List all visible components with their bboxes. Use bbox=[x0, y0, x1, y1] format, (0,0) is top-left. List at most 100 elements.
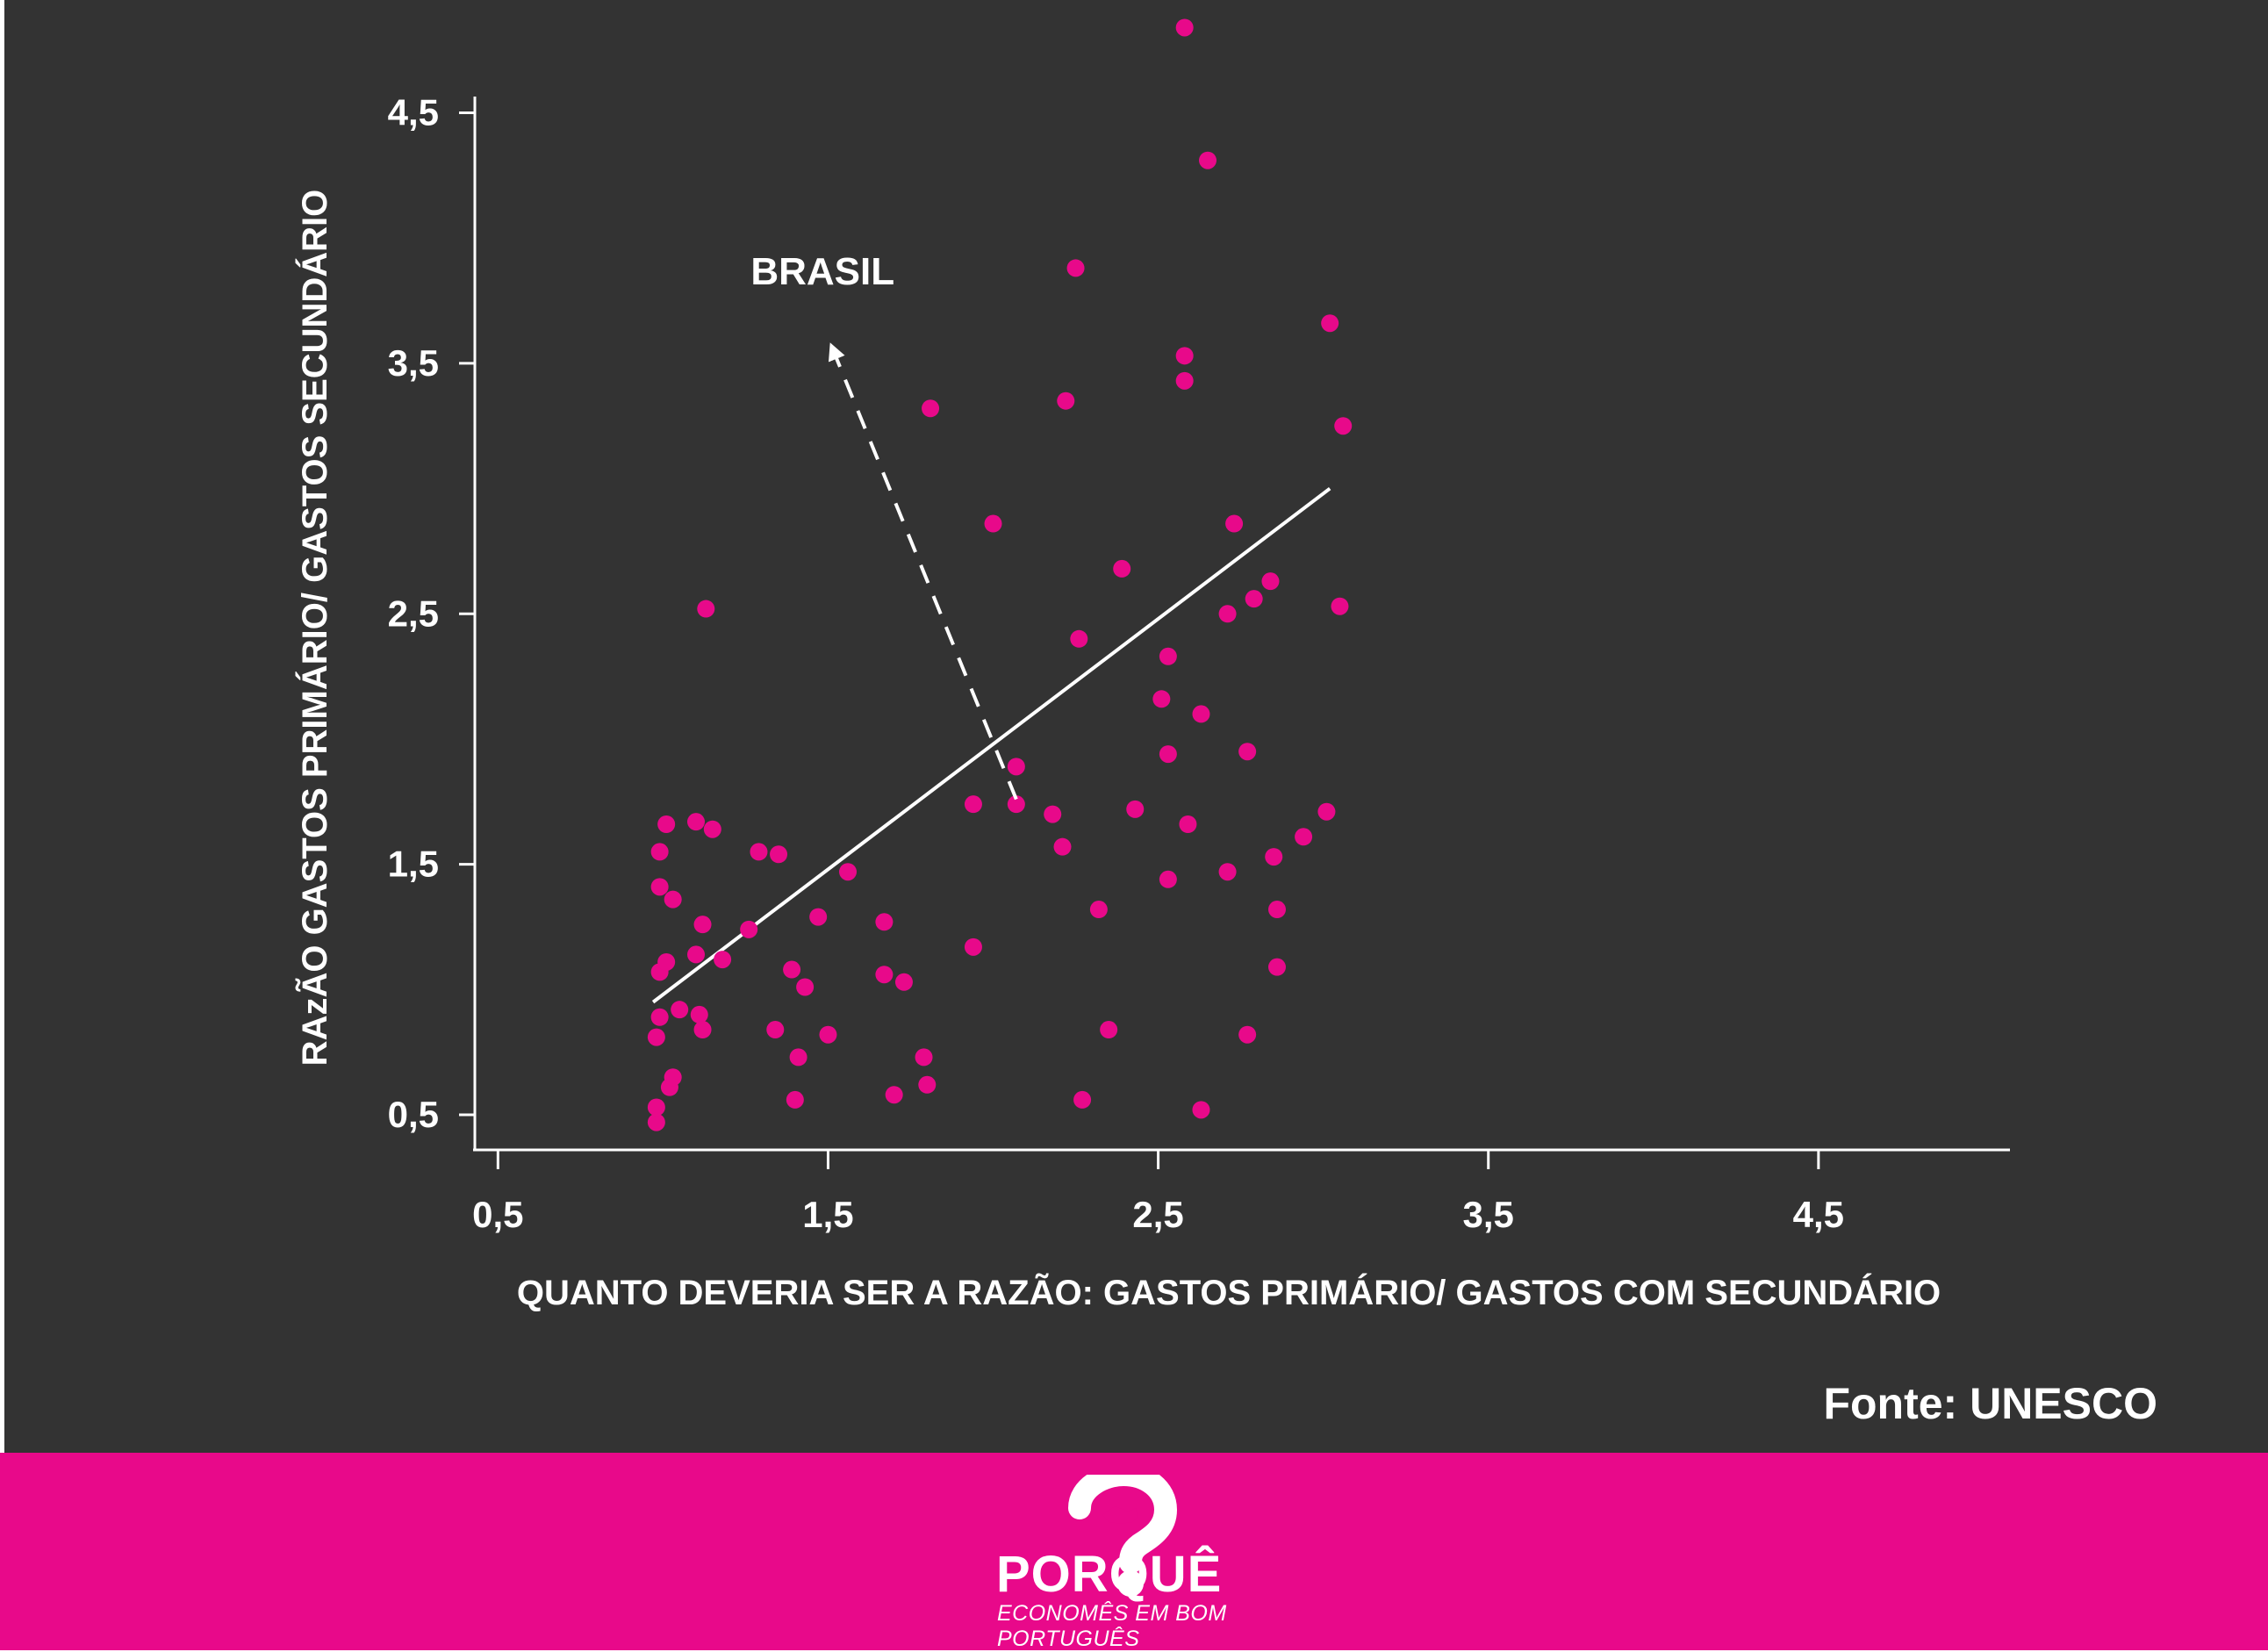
data-point bbox=[1007, 758, 1025, 776]
data-point bbox=[1295, 828, 1313, 846]
data-point bbox=[786, 1090, 804, 1109]
annotation-label: BRASIL bbox=[750, 250, 894, 293]
axes bbox=[473, 97, 2010, 1152]
data-point bbox=[922, 399, 940, 418]
data-point bbox=[1070, 629, 1088, 648]
data-point bbox=[789, 1048, 807, 1067]
question-mark-icon bbox=[1068, 1475, 1178, 1597]
data-point bbox=[809, 908, 828, 926]
data-point bbox=[1321, 314, 1339, 333]
data-point bbox=[650, 878, 669, 896]
x-ticks: 0,5 1,5 2,5 3,5 4,5 bbox=[472, 1150, 1844, 1235]
data-point bbox=[1267, 958, 1286, 976]
data-points bbox=[647, 18, 1353, 1131]
data-point bbox=[1113, 559, 1131, 578]
data-point bbox=[918, 1075, 937, 1094]
data-point bbox=[697, 600, 715, 618]
data-point bbox=[750, 843, 768, 861]
chart-panel bbox=[4, 0, 2268, 1453]
data-point bbox=[690, 1005, 708, 1024]
data-point bbox=[984, 514, 1002, 533]
data-point bbox=[657, 952, 676, 971]
data-point bbox=[647, 1113, 665, 1131]
data-point bbox=[1245, 590, 1263, 608]
data-point bbox=[693, 916, 712, 934]
data-point bbox=[1267, 901, 1286, 919]
data-point bbox=[1152, 690, 1171, 708]
data-point bbox=[1175, 371, 1194, 390]
data-point bbox=[1057, 391, 1075, 410]
y-ticks: 0,5 1,5 2,5 3,5 4,5 bbox=[388, 91, 475, 1135]
data-point bbox=[1100, 1021, 1118, 1039]
data-point bbox=[740, 920, 758, 938]
x-tick-label: 1,5 bbox=[802, 1194, 853, 1235]
data-point bbox=[1179, 815, 1197, 833]
data-point bbox=[1225, 514, 1244, 533]
x-tick-label: 0,5 bbox=[472, 1194, 523, 1235]
data-point bbox=[839, 863, 858, 881]
data-point bbox=[687, 813, 706, 831]
x-axis-label: QUANTO DEVERIA SER A RAZÃO: GASTOS PRIMÁ… bbox=[517, 1272, 1941, 1312]
data-point bbox=[1073, 1090, 1092, 1109]
scatter-chart: 0,5 1,5 2,5 3,5 4,5 0,5 1,5 2,5 3,5 4,5 BRASIL Q… bbox=[294, 18, 2010, 1312]
data-point bbox=[964, 937, 982, 956]
x-tick-label: 2,5 bbox=[1132, 1194, 1183, 1235]
data-point bbox=[796, 978, 815, 996]
x-tick-label: 3,5 bbox=[1463, 1194, 1514, 1235]
data-point bbox=[1317, 802, 1336, 821]
data-point bbox=[664, 890, 682, 909]
y-tick-label: 1,5 bbox=[388, 844, 439, 885]
data-point bbox=[915, 1048, 933, 1067]
data-point bbox=[1331, 597, 1349, 615]
y-tick-label: 0,5 bbox=[388, 1094, 439, 1135]
brand-logo: PORQUÊ ECONOMÊS EM BOM PORTUGUÊS bbox=[992, 1475, 1290, 1651]
data-point bbox=[693, 1021, 712, 1039]
logo-tagline: ECONOMÊS EM BOM PORTUGUÊS bbox=[997, 1601, 1227, 1651]
data-point bbox=[1053, 837, 1072, 856]
data-point bbox=[647, 1028, 665, 1046]
data-point bbox=[1238, 1025, 1257, 1044]
annotation-arrow bbox=[829, 342, 1018, 801]
data-point bbox=[1175, 347, 1194, 365]
trendline bbox=[651, 486, 1331, 1004]
data-point bbox=[1159, 870, 1177, 888]
data-point bbox=[1066, 259, 1085, 277]
y-tick-label: 4,5 bbox=[388, 91, 439, 133]
data-point bbox=[1159, 745, 1177, 764]
data-point bbox=[703, 820, 721, 838]
x-tick-label: 4,5 bbox=[1793, 1194, 1844, 1235]
data-point bbox=[714, 951, 732, 969]
data-point bbox=[1265, 848, 1283, 866]
data-point bbox=[1126, 800, 1145, 818]
data-point bbox=[1192, 1101, 1210, 1119]
data-point bbox=[664, 1068, 682, 1087]
data-point bbox=[1218, 605, 1237, 623]
data-point bbox=[647, 1098, 665, 1117]
y-axis-label: RAzÃO GASTOS PRIMÁRIO/ GASTOS SECUNDÁRIO bbox=[294, 190, 334, 1067]
data-point bbox=[875, 966, 894, 984]
data-point bbox=[1238, 743, 1257, 761]
data-point bbox=[766, 1021, 785, 1039]
logo-dot bbox=[1117, 1570, 1144, 1597]
data-point bbox=[1218, 863, 1237, 881]
y-tick-label: 2,5 bbox=[388, 593, 439, 634]
data-point bbox=[964, 795, 982, 814]
data-point bbox=[875, 913, 894, 931]
data-point bbox=[1192, 705, 1210, 723]
data-point bbox=[650, 1008, 669, 1026]
data-point bbox=[657, 815, 676, 833]
data-point bbox=[885, 1086, 903, 1104]
data-point bbox=[1044, 805, 1062, 823]
data-point bbox=[1199, 151, 1217, 169]
data-point bbox=[819, 1025, 837, 1044]
logo-word: PORQUÊ bbox=[996, 1546, 1223, 1603]
data-point bbox=[1261, 572, 1280, 591]
data-point bbox=[1175, 18, 1194, 37]
data-point bbox=[783, 960, 801, 979]
data-point bbox=[1089, 901, 1108, 919]
data-point bbox=[650, 843, 669, 861]
source-note: Fonte: UNESCO bbox=[1823, 1379, 2157, 1428]
data-point bbox=[894, 973, 913, 991]
trendline-layer bbox=[651, 486, 1331, 1004]
